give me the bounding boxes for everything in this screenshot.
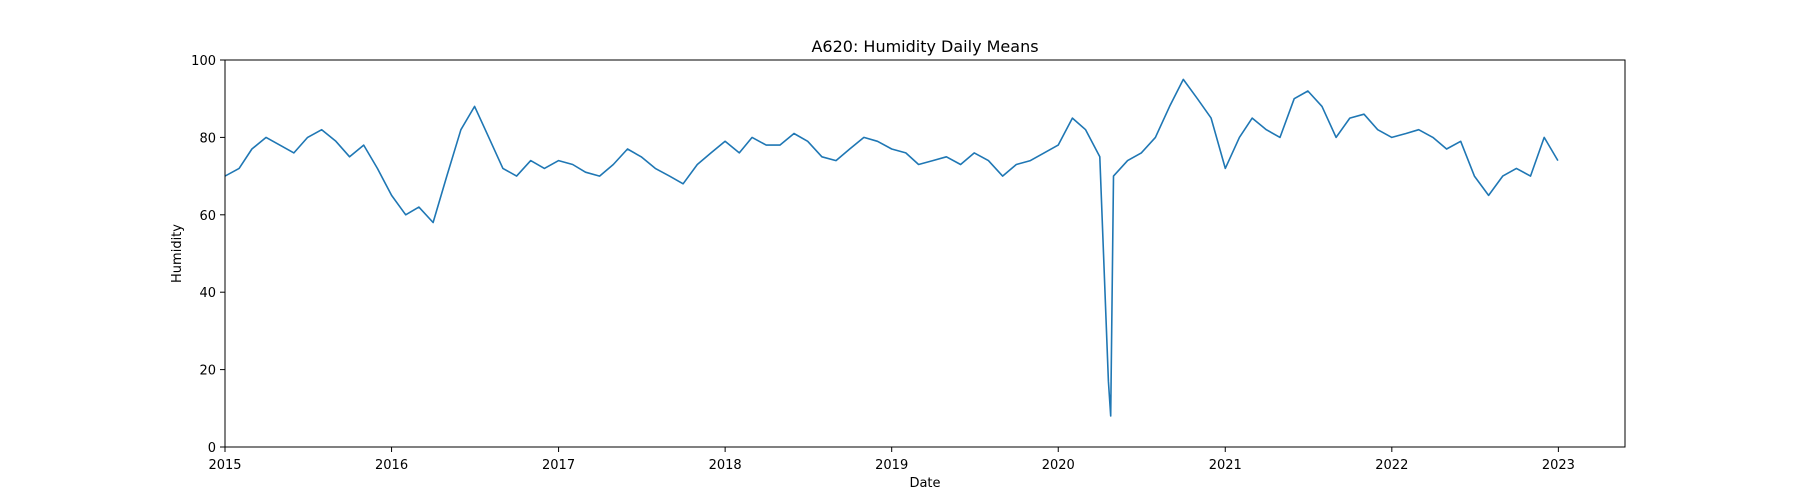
y-tick-label: 60: [199, 209, 216, 224]
x-tick-label: 2019: [875, 458, 908, 473]
y-tick-label: 100: [191, 54, 216, 69]
plot-frame: [224, 59, 1626, 448]
x-tick-label: 2017: [542, 458, 575, 473]
y-tick-label: 20: [199, 364, 216, 379]
x-axis-label: Date: [909, 476, 940, 491]
x-tick-label: 2018: [709, 458, 742, 473]
x-tick-label: 2015: [208, 458, 241, 473]
plot-area: [224, 59, 1626, 448]
x-tick-label: 2022: [1375, 458, 1408, 473]
x-tick-label: 2023: [1542, 458, 1575, 473]
y-axis-ticks: 0 20 40 60 80 100: [191, 54, 225, 456]
x-tick-label: 2020: [1042, 458, 1075, 473]
x-tick-label: 2021: [1209, 458, 1242, 473]
series-line-0: [225, 78, 1559, 417]
y-tick-label: 80: [199, 131, 216, 146]
y-axis-label: Humidity: [170, 224, 185, 283]
y-tick-label: 40: [199, 286, 216, 301]
x-axis-ticks: 2015 2016 2017 2018 2019 2020 2021 2022 2023: [208, 447, 1575, 473]
y-tick-label: 0: [208, 441, 216, 456]
x-tick-label: 2016: [375, 458, 408, 473]
chart-title: A620: Humidity Daily Means: [811, 37, 1038, 56]
